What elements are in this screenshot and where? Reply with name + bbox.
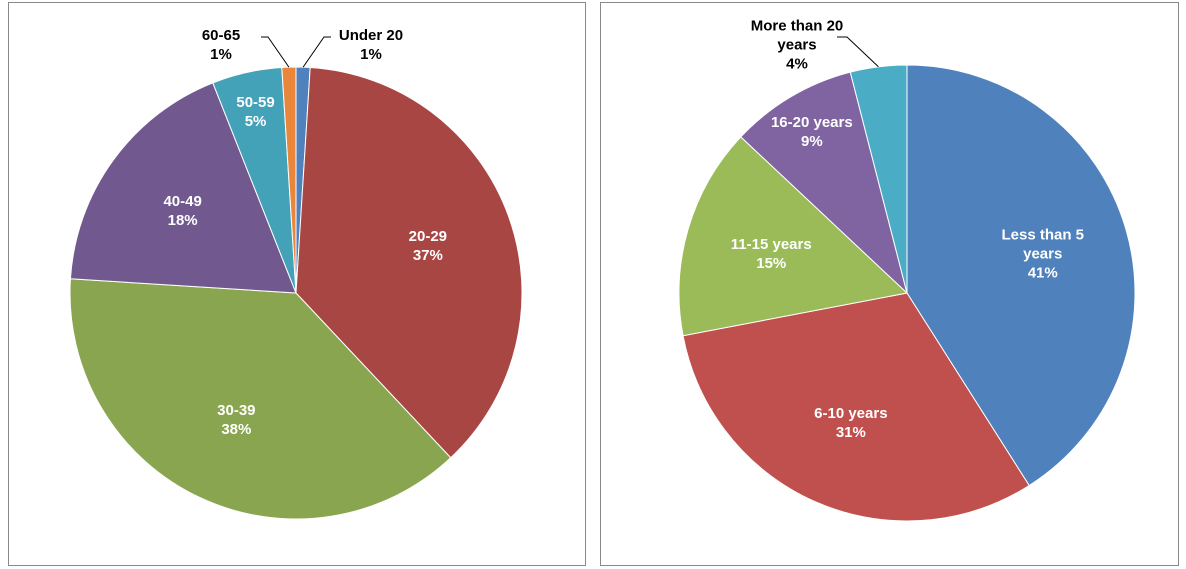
pie-slice — [906, 64, 1136, 487]
value-label: 38% — [221, 420, 252, 438]
value-label: 18% — [167, 211, 198, 229]
leader-line — [302, 36, 331, 68]
pie-slice — [682, 292, 1030, 522]
category-name: Under 20 — [338, 27, 404, 44]
value-label: 41% — [1027, 264, 1058, 282]
category-name: 20-29 — [408, 227, 448, 245]
category-name: 40-49 — [163, 192, 202, 210]
category-name: 6-10 years — [814, 404, 888, 422]
slice-label: 6-10 years 31% — [801, 404, 901, 442]
slice-label: 40-49 18% — [133, 192, 233, 230]
category-name: 60-65 — [201, 27, 241, 44]
leader-line — [837, 36, 879, 68]
category-name: Less than 5 years — [1001, 226, 1084, 263]
category-name: 16-20 years — [770, 114, 853, 132]
slice-label: 50-59 5% — [206, 93, 306, 131]
slice-label: 30-39 38% — [186, 401, 286, 439]
category-name: More than 20 years — [750, 17, 844, 54]
value-label: 31% — [835, 423, 866, 441]
value-label: 4% — [786, 55, 808, 73]
slice-label: 20-29 37% — [378, 227, 478, 265]
leader-line — [261, 36, 290, 68]
value-label: 15% — [756, 254, 787, 272]
slice-label: More than 20 years 4% — [747, 17, 847, 74]
category-name: 11-15 years — [730, 235, 812, 253]
slice-label: 16-20 years 9% — [762, 113, 862, 151]
pie-slice — [295, 66, 523, 459]
pie-slice — [69, 82, 297, 294]
slice-label: Under 20 1% — [321, 26, 421, 64]
pie-slice — [678, 136, 909, 337]
value-label: 37% — [412, 246, 443, 264]
value-label: 5% — [244, 113, 267, 131]
value-label: 9% — [800, 133, 823, 151]
category-name: 50-59 — [236, 94, 275, 112]
pie-slice — [69, 278, 452, 520]
slice-label: Less than 5 years 41% — [993, 225, 1093, 282]
value-label: 1% — [360, 46, 382, 63]
slice-label: 60-65 1% — [171, 26, 271, 64]
pie-slice — [849, 64, 908, 294]
value-label: 1% — [210, 46, 232, 63]
category-name: 30-39 — [217, 401, 256, 419]
pie-slice — [740, 71, 908, 295]
slice-label: 11-15 years 15% — [721, 235, 821, 273]
